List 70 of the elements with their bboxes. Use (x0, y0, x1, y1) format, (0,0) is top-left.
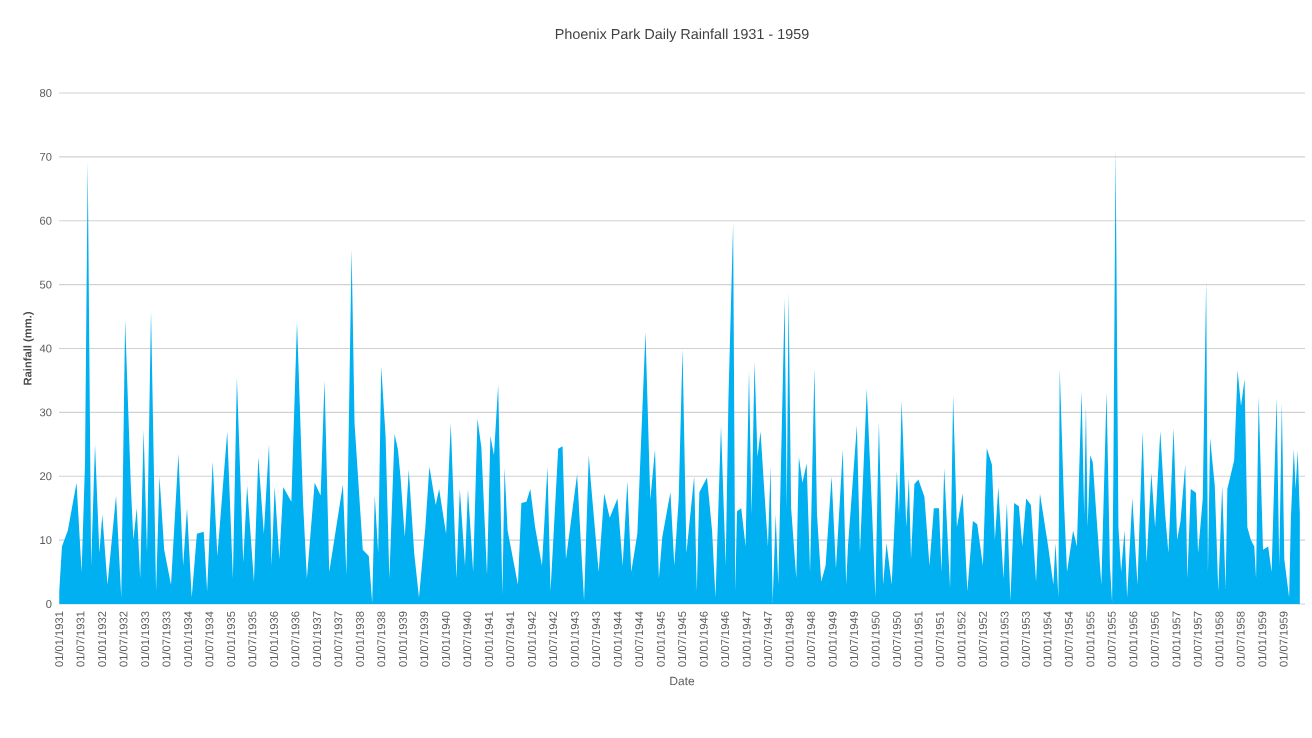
y-tick-label: 70 (40, 152, 52, 161)
x-tick-label: 01/07/1938 (377, 611, 386, 667)
x-tick-label: 01/07/1954 (1064, 611, 1073, 667)
x-tick-label: 01/01/1953 (1000, 611, 1009, 667)
y-tick-label: 80 (39, 89, 52, 97)
x-tick-label: 01/07/1934 (205, 611, 214, 667)
x-tick-label: 01/01/1944 (613, 611, 622, 667)
y-tick-label: 20 (40, 472, 52, 481)
x-tick-label: 01/07/1943 (591, 611, 601, 667)
x-tick-label: 01/01/1957 (1172, 611, 1181, 667)
x-tick-label: 01/01/1950 (871, 611, 880, 667)
x-tick-label: 01/01/1940 (441, 611, 450, 667)
y-axis-title: Rainfall (mm.) (23, 312, 34, 385)
x-tick-label: 01/07/1933 (162, 611, 171, 667)
x-tick-label: 01/01/1947 (742, 611, 751, 667)
x-tick-label: 01/07/1956 (1150, 611, 1159, 667)
x-tick-label: 01/01/1952 (957, 611, 966, 667)
x-tick-label: 01/01/1936 (269, 611, 278, 667)
x-tick-label: 01/01/1949 (828, 611, 837, 667)
y-tick-label: 10 (40, 536, 52, 545)
x-tick-label: 01/01/1946 (699, 611, 708, 667)
x-tick-label: 01/01/1934 (183, 611, 193, 667)
x-tick-label: 01/01/1956 (1129, 611, 1138, 667)
x-tick-label: 01/07/1955 (1107, 611, 1116, 667)
x-axis-title: Date (670, 676, 695, 686)
x-tick-label: 01/07/1946 (720, 611, 729, 667)
x-tick-label: 01/07/1935 (248, 611, 257, 667)
x-tick-label: 01/07/1959 (1279, 611, 1288, 667)
x-tick-label: 01/07/1931 (76, 611, 85, 667)
x-tick-label: 01/07/1940 (463, 611, 472, 667)
x-tick-label: 01/07/1953 (1021, 611, 1030, 667)
y-tick-label: 50 (39, 280, 52, 289)
x-tick-label: 01/07/1949 (849, 611, 858, 667)
x-tick-label: 01/07/1936 (291, 611, 300, 667)
x-tick-label: 01/07/1957 (1193, 611, 1202, 667)
x-tick-label: 01/07/1950 (892, 611, 901, 667)
x-tick-label: 01/01/1931 (54, 611, 64, 667)
x-tick-label: 01/07/1941 (505, 611, 515, 667)
x-tick-label: 01/07/1958 (1236, 611, 1245, 667)
x-tick-label: 01/07/1952 (978, 611, 987, 667)
x-tick-label: 01/01/1938 (355, 611, 364, 667)
y-tick-label: 40 (39, 344, 52, 353)
x-tick-label: 01/07/1948 (806, 611, 815, 667)
x-tick-label: 01/07/1951 (935, 611, 944, 667)
x-tick-label: 01/01/1935 (226, 611, 235, 667)
x-tick-label: 01/01/1955 (1086, 611, 1095, 667)
x-tick-label: 01/07/1942 (548, 611, 558, 667)
x-tick-label: 01/01/1932 (97, 611, 107, 667)
y-tick-label: 30 (39, 408, 52, 417)
x-tick-label: 01/07/1939 (419, 611, 429, 667)
x-tick-label: 01/01/1941 (484, 611, 493, 667)
x-tick-label: 01/01/1933 (140, 611, 150, 667)
x-tick-label: 01/01/1943 (570, 611, 579, 667)
x-tick-label: 01/01/1951 (914, 611, 923, 667)
x-tick-label: 01/01/1937 (312, 611, 321, 667)
x-tick-label: 01/01/1948 (785, 611, 794, 667)
x-tick-label: 01/07/1945 (677, 611, 687, 667)
x-tick-label: 01/07/1944 (634, 611, 644, 667)
x-tick-label: 01/07/1947 (763, 611, 772, 667)
x-tick-label: 01/01/1958 (1215, 611, 1224, 667)
y-tick-label: 60 (40, 216, 52, 225)
x-tick-label: 01/01/1945 (656, 611, 665, 667)
x-tick-label: 01/07/1932 (119, 611, 128, 667)
x-tick-label: 01/01/1954 (1043, 611, 1052, 667)
x-tick-label: 01/07/1937 (334, 611, 343, 667)
x-tick-label: 01/01/1939 (398, 611, 407, 667)
x-tick-label: 01/01/1959 (1258, 611, 1267, 667)
y-tick-label: 0 (46, 600, 52, 608)
x-tick-label: 01/01/1942 (527, 611, 536, 667)
chart-title: Phoenix Park Daily Rainfall 1931 - 1959 (555, 28, 809, 42)
